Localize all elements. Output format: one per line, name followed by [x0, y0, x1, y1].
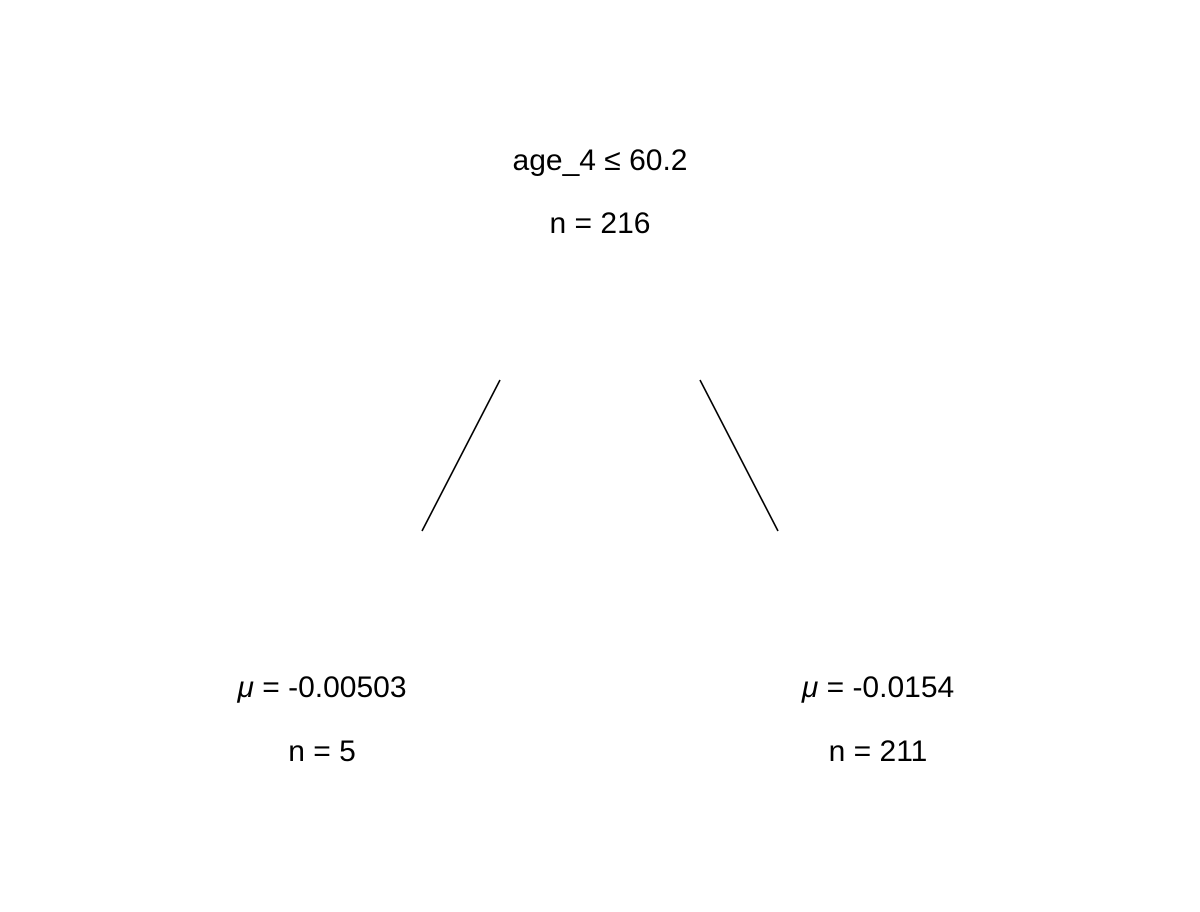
root-n-label: n = 216	[550, 207, 651, 240]
root-node: age_4 ≤ 60.2 n = 216	[513, 144, 688, 240]
right-leaf-mu-symbol: μ	[801, 671, 818, 704]
left-branch-edge	[421, 379, 501, 532]
right-leaf-n-label: n = 211	[829, 735, 928, 768]
right-branch-edge	[699, 379, 779, 532]
left-leaf-node: μ = -0.00503 n = 5	[236, 671, 406, 768]
left-leaf-mean-label: μ = -0.00503	[236, 671, 406, 704]
left-leaf-n-label: n = 5	[288, 735, 356, 768]
right-leaf-mean-label: μ = -0.0154	[801, 671, 954, 704]
right-leaf-mean-value: = -0.0154	[818, 671, 954, 704]
right-leaf-node: μ = -0.0154 n = 211	[801, 671, 954, 768]
root-split-label: age_4 ≤ 60.2	[513, 144, 688, 177]
left-leaf-mean-value: = -0.00503	[254, 671, 407, 704]
left-leaf-mu-symbol: μ	[236, 671, 253, 704]
